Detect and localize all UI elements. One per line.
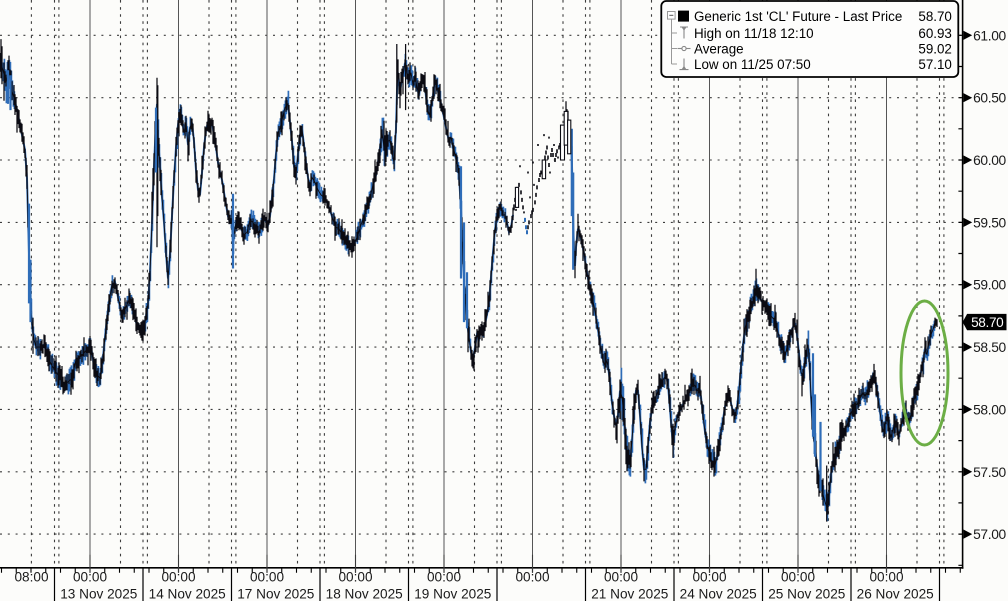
svg-text:19 Nov 2025: 19 Nov 2025 — [414, 587, 491, 601]
svg-text:Low on 11/25 07:50: Low on 11/25 07:50 — [694, 57, 811, 72]
svg-text:59.50: 59.50 — [973, 215, 1006, 230]
svg-text:59.02: 59.02 — [918, 41, 952, 56]
svg-text:00:00: 00:00 — [515, 570, 549, 585]
svg-text:61.00: 61.00 — [973, 28, 1006, 43]
svg-text:Generic 1st 'CL' Future - Last: Generic 1st 'CL' Future - Last Price — [694, 9, 902, 24]
svg-text:00:00: 00:00 — [338, 570, 372, 585]
svg-text:00:00: 00:00 — [73, 570, 107, 585]
svg-text:58.50: 58.50 — [973, 340, 1006, 355]
svg-text:57.10: 57.10 — [918, 57, 952, 72]
svg-text:58.70: 58.70 — [918, 9, 952, 24]
svg-text:Average: Average — [694, 41, 744, 56]
svg-text:00:00: 00:00 — [427, 570, 461, 585]
svg-text:00:00: 00:00 — [692, 570, 726, 585]
svg-text:60.00: 60.00 — [973, 153, 1006, 168]
svg-text:21 Nov 2025: 21 Nov 2025 — [591, 587, 668, 601]
svg-text:00:00: 00:00 — [869, 570, 903, 585]
svg-text:60.50: 60.50 — [973, 91, 1006, 106]
svg-text:25 Nov 2025: 25 Nov 2025 — [768, 587, 845, 601]
svg-text:24 Nov 2025: 24 Nov 2025 — [680, 587, 757, 601]
svg-text:60.93: 60.93 — [918, 26, 952, 41]
svg-text:18 Nov 2025: 18 Nov 2025 — [326, 587, 403, 601]
svg-text:58.00: 58.00 — [973, 402, 1006, 417]
svg-text:14 Nov 2025: 14 Nov 2025 — [149, 587, 226, 601]
svg-text:00:00: 00:00 — [250, 570, 284, 585]
svg-text:High on 11/18 12:10: High on 11/18 12:10 — [694, 26, 814, 41]
svg-text:57.00: 57.00 — [973, 527, 1006, 542]
svg-text:00:00: 00:00 — [161, 570, 195, 585]
svg-text:59.00: 59.00 — [973, 278, 1006, 293]
svg-text:08:00: 08:00 — [14, 570, 48, 585]
svg-text:00:00: 00:00 — [781, 570, 815, 585]
svg-text:00:00: 00:00 — [604, 570, 638, 585]
svg-text:58.70: 58.70 — [971, 315, 1004, 330]
svg-text:17 Nov 2025: 17 Nov 2025 — [237, 587, 314, 601]
svg-text:26 Nov 2025: 26 Nov 2025 — [857, 587, 934, 601]
svg-text:13 Nov 2025: 13 Nov 2025 — [60, 587, 137, 601]
svg-text:57.50: 57.50 — [973, 465, 1006, 480]
